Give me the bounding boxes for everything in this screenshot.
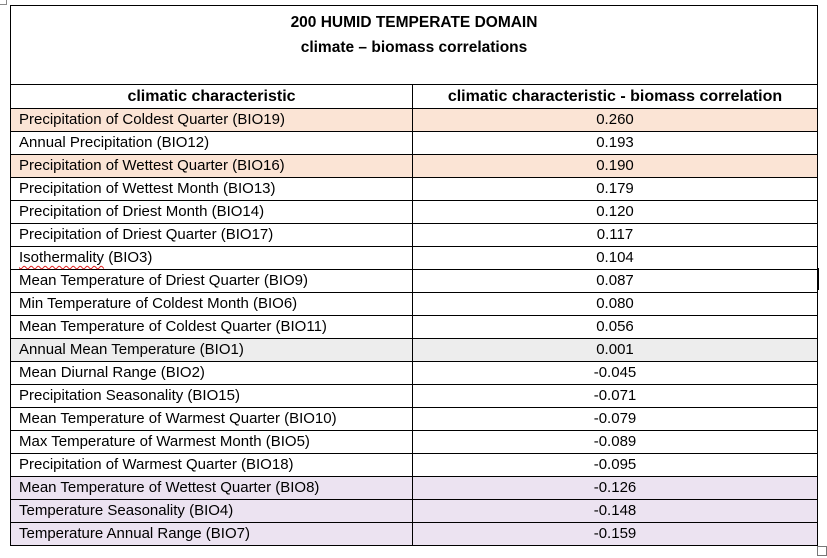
table-row: Annual Precipitation (BIO12) 0.193 — [10, 131, 818, 155]
title-row: 200 HUMID TEMPERATE DOMAIN climate – bio… — [10, 5, 818, 85]
table-row: Temperature Annual Range (BIO7) -0.159 — [10, 522, 818, 546]
characteristic-cell[interactable]: Mean Diurnal Range (BIO2) — [10, 361, 413, 385]
correlation-cell[interactable]: 0.117 — [412, 223, 818, 247]
table-row: Temperature Seasonality (BIO4) -0.148 — [10, 499, 818, 523]
correlation-cell[interactable]: -0.089 — [412, 430, 818, 454]
characteristic-cell[interactable]: Annual Mean Temperature (BIO1) — [10, 338, 413, 362]
characteristic-label: Precipitation of Wettest Quarter (BIO16) — [19, 157, 285, 174]
correlation-cell[interactable]: -0.095 — [412, 453, 818, 477]
correlation-cell[interactable]: 0.179 — [412, 177, 818, 201]
table-row: Precipitation of Wettest Month (BIO13) 0.… — [10, 177, 818, 201]
characteristic-label: Precipitation of Driest Month (BIO14) — [19, 203, 265, 220]
characteristic-cell[interactable]: Mean Temperature of Warmest Quarter (BIO… — [10, 407, 413, 431]
characteristic-cell[interactable]: Precipitation Seasonality (BIO15) — [10, 384, 413, 408]
table-row: Mean Temperature of Driest Quarter (BIO9… — [10, 269, 818, 293]
table-row: Mean Temperature of Wettest Quarter (BIO… — [10, 476, 818, 500]
spellcheck-underline: Isothermality — [19, 249, 105, 266]
document-page: 200 HUMID TEMPERATE DOMAIN climate – bio… — [10, 5, 818, 546]
correlation-cell[interactable]: -0.071 — [412, 384, 818, 408]
correlation-cell[interactable]: 0.001 — [412, 338, 818, 362]
correlation-cell[interactable]: 0.087 — [412, 269, 818, 293]
table-row: Annual Mean Temperature (BIO1) 0.001 — [10, 338, 818, 362]
characteristic-label: Mean Temperature of Driest Quarter (BIO9… — [19, 272, 308, 289]
characteristic-cell[interactable]: Precipitation of Driest Quarter (BIO17) — [10, 223, 413, 247]
correlation-cell[interactable]: 0.056 — [412, 315, 818, 339]
characteristic-label: Precipitation of Coldest Quarter (BIO19) — [19, 111, 285, 128]
table-row: Precipitation of Wettest Quarter (BIO16)… — [10, 154, 818, 178]
characteristic-label: Precipitation of Driest Quarter (BIO17) — [19, 226, 274, 243]
table-row: Precipitation of Warmest Quarter (BIO18)… — [10, 453, 818, 477]
characteristic-label: Annual Precipitation (BIO12) — [19, 134, 210, 151]
title-cell[interactable]: 200 HUMID TEMPERATE DOMAIN climate – bio… — [10, 5, 818, 85]
characteristic-cell[interactable]: Precipitation of Coldest Quarter (BIO19) — [10, 108, 413, 132]
characteristic-label: Precipitation Seasonality (BIO15) — [19, 387, 240, 404]
table-row: Precipitation of Driest Month (BIO14) 0.1… — [10, 200, 818, 224]
characteristic-cell[interactable]: Precipitation of Driest Month (BIO14) — [10, 200, 413, 224]
correlation-cell[interactable]: -0.159 — [412, 522, 818, 546]
characteristic-label: Precipitation of Wettest Month (BIO13) — [19, 180, 276, 197]
characteristic-cell[interactable]: Temperature Annual Range (BIO7) — [10, 522, 413, 546]
table-row: Max Temperature of Warmest Month (BIO5) -… — [10, 430, 818, 454]
characteristic-cell[interactable]: Annual Precipitation (BIO12) — [10, 131, 413, 155]
row-end-marker — [818, 268, 819, 290]
characteristic-cell[interactable]: Mean Temperature of Coldest Quarter (BIO… — [10, 315, 413, 339]
correlation-cell[interactable]: -0.126 — [412, 476, 818, 500]
characteristic-label: Min Temperature of Coldest Month (BIO6) — [19, 295, 298, 312]
characteristic-label: Precipitation of Warmest Quarter (BIO18) — [19, 456, 294, 473]
correlation-cell[interactable]: 0.104 — [412, 246, 818, 270]
column-header-correlation[interactable]: climatic characteristic - biomass correl… — [412, 84, 818, 109]
table-row: Min Temperature of Coldest Month (BIO6) 0… — [10, 292, 818, 316]
table-row: Isothermality (BIO3) 0.104 — [10, 246, 818, 270]
characteristic-cell[interactable]: Max Temperature of Warmest Month (BIO5) — [10, 430, 413, 454]
column-header-characteristic[interactable]: climatic characteristic — [10, 84, 413, 109]
table-row: Mean Temperature of Warmest Quarter (BIO… — [10, 407, 818, 431]
table-resize-handle[interactable] — [817, 546, 827, 556]
correlation-cell[interactable]: 0.190 — [412, 154, 818, 178]
characteristic-label: Annual Mean Temperature (BIO1) — [19, 341, 244, 358]
characteristic-label: Temperature Seasonality (BIO4) — [19, 502, 234, 519]
correlation-cell[interactable]: -0.079 — [412, 407, 818, 431]
characteristic-cell[interactable]: Precipitation of Warmest Quarter (BIO18) — [10, 453, 413, 477]
correlation-cell[interactable]: 0.120 — [412, 200, 818, 224]
characteristic-label: Max Temperature of Warmest Month (BIO5) — [19, 433, 310, 450]
correlation-cell[interactable]: -0.045 — [412, 361, 818, 385]
characteristic-label: Isothermality (BIO3) — [19, 249, 153, 266]
characteristic-cell[interactable]: Min Temperature of Coldest Month (BIO6) — [10, 292, 413, 316]
characteristic-cell[interactable]: Precipitation of Wettest Month (BIO13) — [10, 177, 413, 201]
table-row: Precipitation of Coldest Quarter (BIO19)… — [10, 108, 818, 132]
correlation-cell[interactable]: 0.260 — [412, 108, 818, 132]
characteristic-cell[interactable]: Temperature Seasonality (BIO4) — [10, 499, 413, 523]
table-row: Precipitation of Driest Quarter (BIO17) 0… — [10, 223, 818, 247]
characteristic-cell[interactable]: Mean Temperature of Wettest Quarter (BIO… — [10, 476, 413, 500]
characteristic-cell[interactable]: Precipitation of Wettest Quarter (BIO16) — [10, 154, 413, 178]
correlation-cell[interactable]: -0.148 — [412, 499, 818, 523]
correlation-cell[interactable]: 0.193 — [412, 131, 818, 155]
table-title: 200 HUMID TEMPERATE DOMAIN — [290, 14, 538, 31]
document-corner-mark — [0, 0, 7, 5]
table-row: Mean Temperature of Coldest Quarter (BIO… — [10, 315, 818, 339]
correlation-table: 200 HUMID TEMPERATE DOMAIN climate – bio… — [10, 5, 818, 546]
table-subtitle: climate – biomass correlations — [300, 39, 528, 56]
table-row: Precipitation Seasonality (BIO15) -0.071 — [10, 384, 818, 408]
correlation-cell[interactable]: 0.080 — [412, 292, 818, 316]
characteristic-label: Mean Temperature of Coldest Quarter (BIO… — [19, 318, 327, 335]
characteristic-label: Mean Diurnal Range (BIO2) — [19, 364, 205, 381]
characteristic-label: Mean Temperature of Wettest Quarter (BIO… — [19, 479, 320, 496]
header-row: climatic characteristic climatic charact… — [10, 84, 818, 109]
table-row: Mean Diurnal Range (BIO2) -0.045 — [10, 361, 818, 385]
characteristic-label: Mean Temperature of Warmest Quarter (BIO… — [19, 410, 337, 427]
characteristic-label: Temperature Annual Range (BIO7) — [19, 525, 250, 542]
characteristic-cell[interactable]: Mean Temperature of Driest Quarter (BIO9… — [10, 269, 413, 293]
characteristic-cell[interactable]: Isothermality (BIO3) — [10, 246, 413, 270]
